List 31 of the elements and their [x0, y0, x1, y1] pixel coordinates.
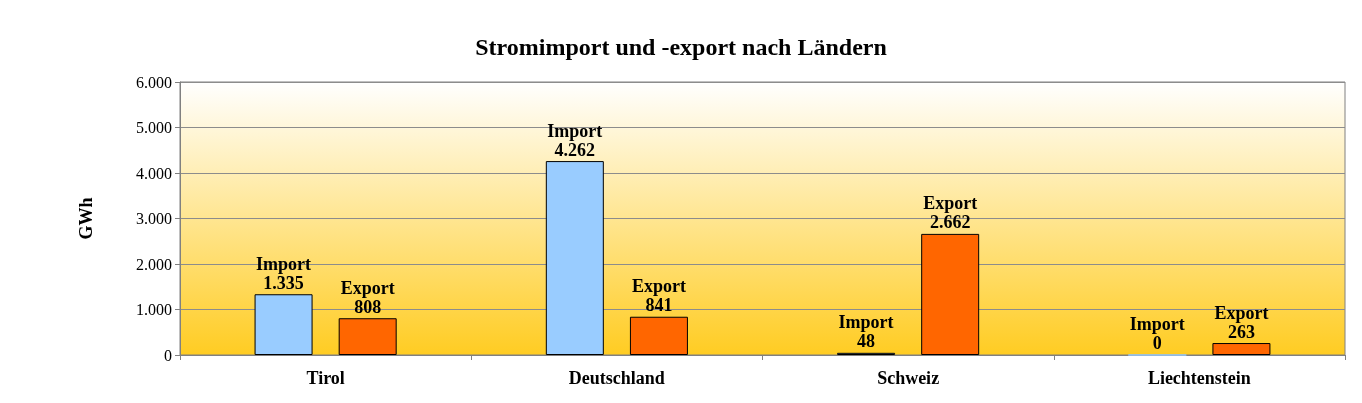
y-tick-label: 5.000 [136, 119, 172, 136]
chart-title: Stromimport und -export nach Ländern [475, 34, 887, 60]
y-tick-label: 0 [164, 346, 172, 364]
data-label: 2.662 [929, 212, 971, 233]
bar [1212, 343, 1271, 355]
series-label: Import [256, 253, 312, 274]
data-label: 841 [645, 295, 673, 316]
y-tick-label: 6.000 [136, 73, 172, 91]
y-tick-label: 4.000 [136, 164, 172, 182]
bar [629, 316, 688, 355]
text: Import [1129, 314, 1185, 334]
text: Export [631, 276, 686, 297]
data-label: 48 [857, 331, 876, 352]
series-label: Export [340, 277, 395, 298]
y-tick-label: 1.000 [136, 301, 172, 318]
x-tick-label: Deutschland [568, 368, 665, 388]
y-tick-label: 3.000 [136, 210, 172, 227]
text: Export [1214, 302, 1269, 323]
bar [254, 294, 313, 355]
x-tick-label: Schweiz [877, 368, 940, 388]
text: Export [923, 193, 978, 214]
text: Import [547, 120, 603, 141]
y-axis-title: GWh [76, 197, 96, 240]
bar [921, 233, 980, 355]
text: Import [838, 312, 894, 333]
x-tick-label: Liechtenstein [1147, 368, 1251, 388]
bar [338, 318, 397, 355]
x-tick-label: Tirol [306, 368, 345, 388]
bar [545, 161, 604, 355]
y-tick-label: 2.000 [136, 255, 172, 273]
data-label: 0 [1152, 333, 1162, 353]
